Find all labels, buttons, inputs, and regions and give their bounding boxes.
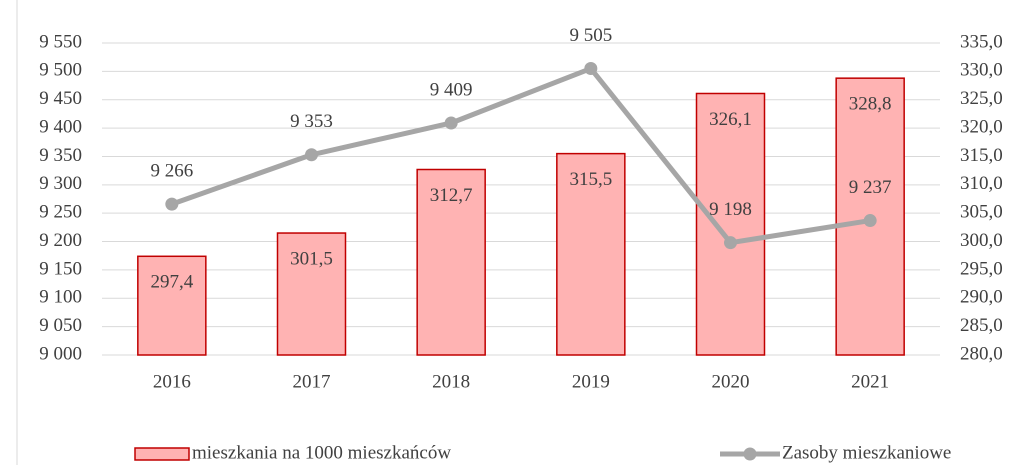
data-label: 326,1 — [709, 109, 752, 130]
legend-label: mieszkania na 1000 mieszkańców — [192, 442, 451, 463]
y-tick-label: 9 250 — [39, 202, 82, 223]
legend-label: Zasoby mieszkaniowe — [782, 442, 951, 463]
y2-tick-label: 335,0 — [960, 31, 1003, 52]
y-tick-label: 9 300 — [39, 173, 82, 194]
data-label: 312,7 — [430, 185, 473, 206]
bar — [556, 152, 626, 356]
data-label: 9 266 — [150, 160, 193, 181]
y-tick-label: 9 050 — [39, 315, 82, 336]
y2-tick-label: 315,0 — [960, 145, 1003, 166]
y-tick-label: 9 450 — [39, 88, 82, 109]
bar — [416, 168, 486, 356]
y-tick-label: 9 000 — [39, 343, 82, 364]
point — [724, 236, 737, 250]
bar — [695, 92, 766, 356]
x-tick-label: 2020 — [712, 371, 750, 392]
data-label: 301,5 — [290, 248, 333, 269]
bar — [835, 77, 905, 356]
bar — [137, 255, 207, 356]
data-label: 9 353 — [290, 111, 333, 132]
line — [171, 66, 871, 246]
y2-tick-label: 295,0 — [960, 258, 1003, 279]
data-label: 9 409 — [430, 79, 473, 100]
legend-swatch — [134, 447, 190, 461]
y2-tick-label: 280,0 — [960, 343, 1003, 364]
point — [863, 214, 877, 228]
data-label: 9 237 — [849, 177, 892, 198]
data-label: 9 505 — [569, 25, 612, 46]
bar — [276, 232, 347, 356]
y2-tick-label: 290,0 — [960, 287, 1003, 308]
y-tick-label: 9 200 — [39, 230, 82, 251]
data-label: 9 198 — [709, 199, 752, 220]
y-tick-label: 9 400 — [39, 116, 82, 137]
x-tick-label: 2017 — [293, 371, 331, 392]
y2-tick-label: 300,0 — [960, 230, 1003, 251]
x-tick-label: 2018 — [432, 371, 470, 392]
legend-swatch — [743, 447, 757, 461]
y2-tick-label: 305,0 — [960, 202, 1003, 223]
y-tick-label: 9 100 — [39, 287, 82, 308]
y2-tick-label: 330,0 — [960, 60, 1003, 81]
y-tick-label: 9 500 — [39, 60, 82, 81]
point — [584, 62, 598, 76]
x-tick-label: 2021 — [851, 371, 889, 392]
x-tick-label: 2019 — [572, 371, 610, 392]
x-tick-label: 2016 — [153, 371, 191, 392]
y-tick-label: 9 550 — [39, 31, 82, 52]
data-label: 328,8 — [849, 94, 892, 115]
y2-tick-label: 325,0 — [960, 88, 1003, 109]
data-label: 297,4 — [150, 272, 193, 293]
y2-tick-label: 320,0 — [960, 116, 1003, 137]
y2-tick-label: 285,0 — [960, 315, 1003, 336]
y-tick-label: 9 150 — [39, 258, 82, 279]
y2-tick-label: 310,0 — [960, 173, 1003, 194]
point — [165, 197, 179, 211]
point — [305, 148, 318, 162]
point — [444, 116, 458, 130]
data-label: 315,5 — [569, 169, 612, 190]
y-tick-label: 9 350 — [39, 145, 82, 166]
